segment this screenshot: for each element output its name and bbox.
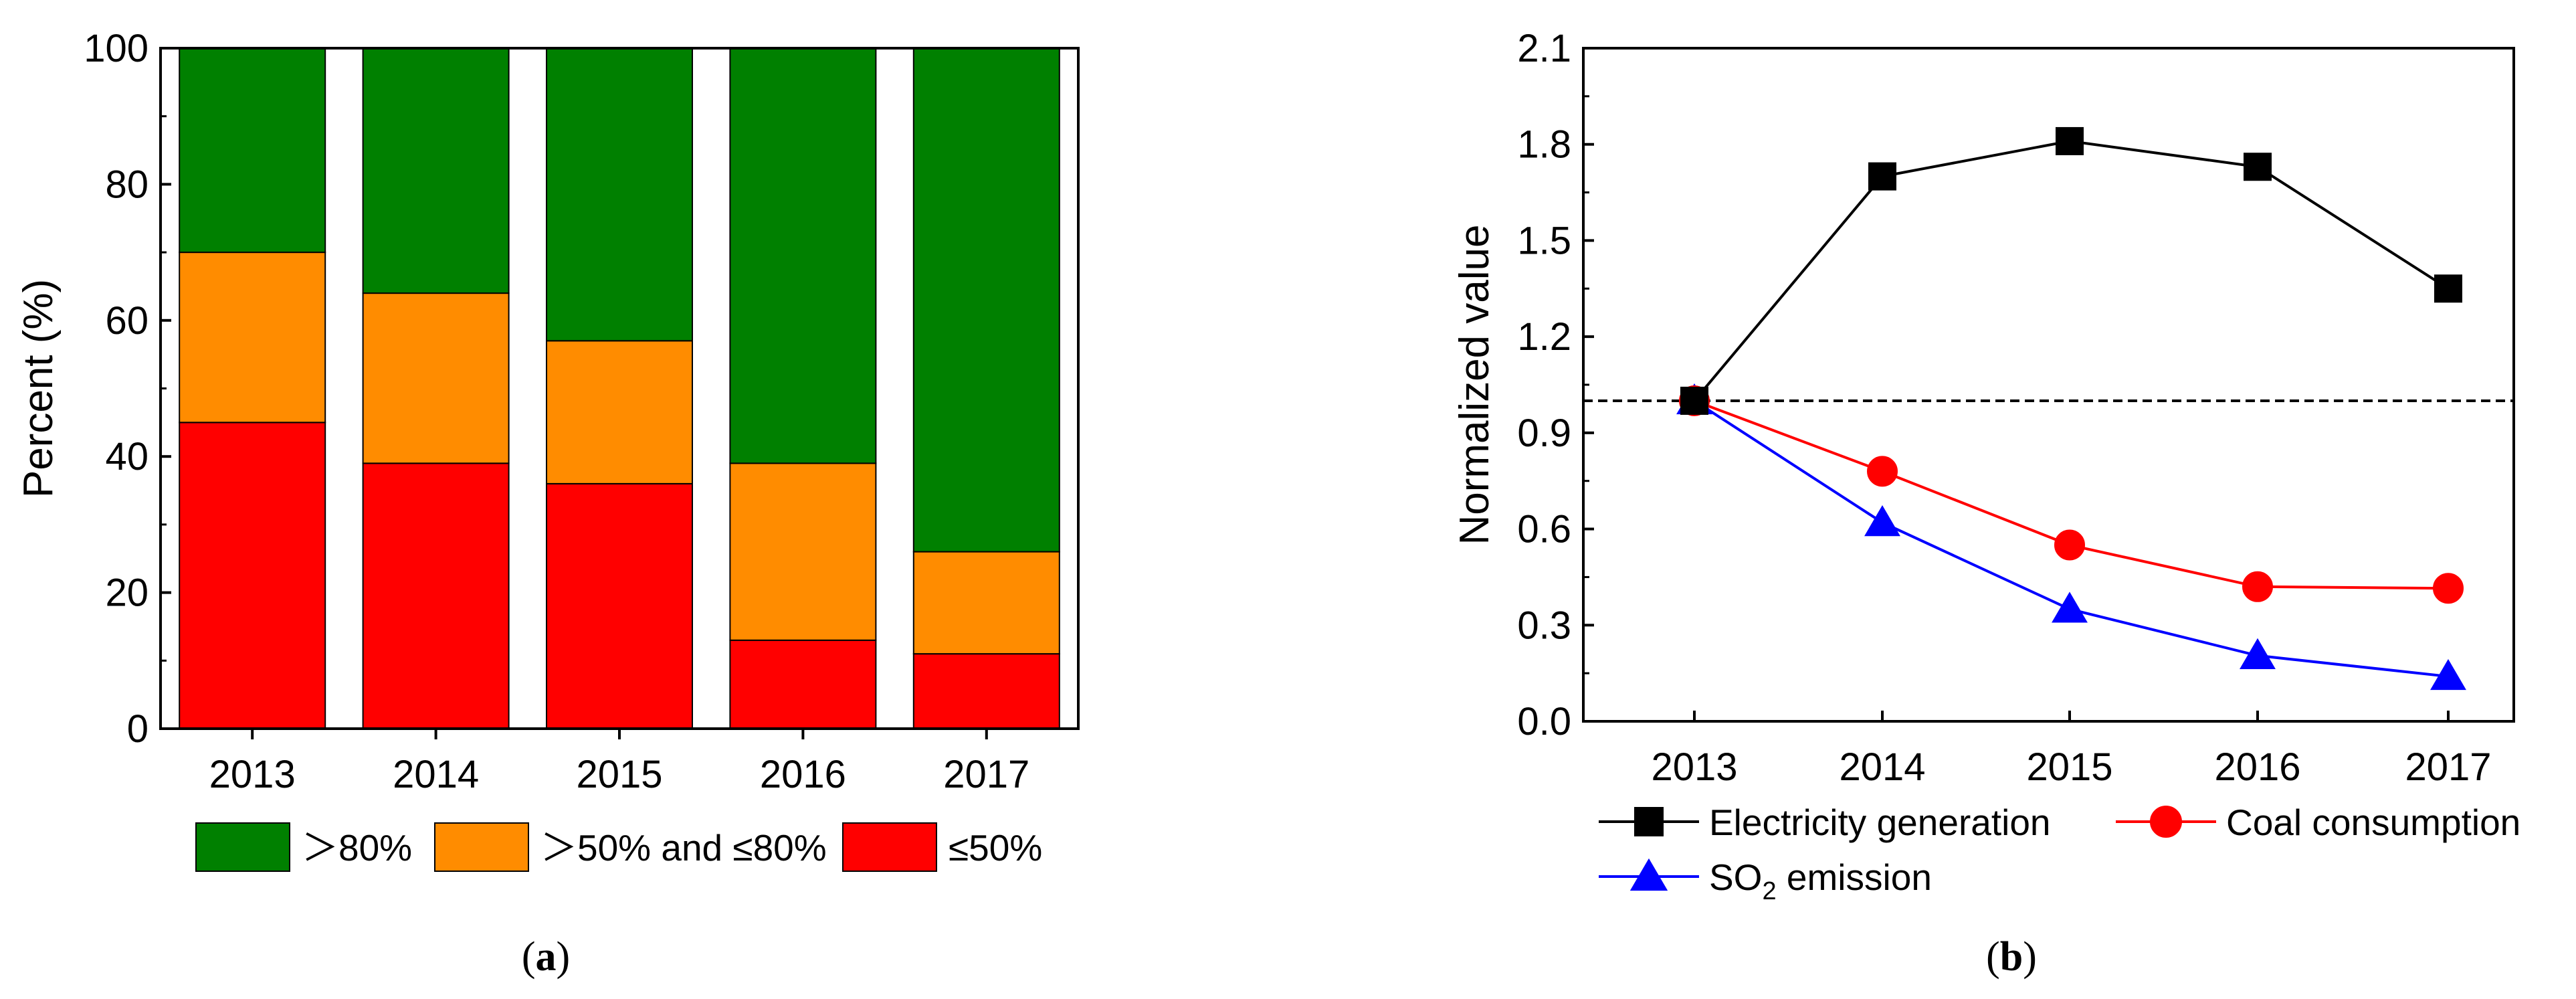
b-y-tick-label-3: 0.9 [1517,412,1571,455]
a-x-tick-label-3: 2016 [760,753,846,796]
a-bar-2015-series-0 [546,482,693,729]
a-y-tick-label-0: 0 [127,707,148,751]
panel-b-line-chart: 2013 2014 2015 2016 2017 0.0 0.3 0.6 0.9 1.2 1.5 1.… [1452,27,2520,980]
a-bar-2016-series-0 [729,639,877,729]
a-bar-2013-series-2 [179,48,326,254]
b-point-series-0-2017 [2434,274,2462,303]
b-point-series-0-2016 [2244,153,2272,181]
a-bar-2017-series-2 [912,48,1060,553]
a-bar-2015-series-2 [546,48,693,342]
a-bar-2017-series-0 [912,653,1060,730]
a-caption-prefix: ( [522,934,536,980]
a-x-tick-label-0: 2013 [209,753,296,796]
a-caption-suffix: ) [557,934,571,980]
b-legend: Electricity generation Coal consumption SO… [1599,802,2520,905]
b-y-tick-label-5: 1.5 [1517,219,1571,262]
b-x-tick-label-3: 2016 [2214,745,2300,789]
b-series-line-0 [1693,139,2450,402]
b-x-tick-label-2: 2015 [2026,745,2112,789]
a-legend: ＞80% ＞50% and ≤80% ≤50% [195,822,1042,872]
b-legend-label-0: Electricity generation [1709,802,2051,843]
b-legend-marker-0 [1634,807,1664,836]
b-axes: 2013 2014 2015 2016 2017 0.0 0.3 0.6 0.9 1.2 1.5 1.… [1517,27,2491,789]
a-bar-2017-series-1 [912,551,1060,655]
a-bar-2014-series-2 [362,48,510,294]
b-legend-label-1: Coal consumption [2226,802,2520,843]
b-y-axis-title: Normalized value [1452,225,1498,545]
a-caption: (a) [522,934,570,980]
b-point-series-1-2017 [2433,573,2464,604]
a-bar-2014-series-1 [362,292,510,464]
b-plot-frame [1582,47,2515,723]
a-x-tick-label-4: 2017 [943,753,1029,796]
a-y-tick-label-5: 100 [84,27,148,70]
b-legend-label-main: SO [1709,856,1762,898]
a-bar-2016-series-2 [729,48,877,464]
a-legend-swatch-1 [434,822,529,872]
b-caption: (b) [1986,934,2037,980]
b-caption-suffix: ) [2023,934,2037,980]
a-y-tick-label-3: 60 [105,299,148,343]
a-bars [179,48,1060,730]
b-legend-label-2: SO2 emission [1709,856,1932,905]
panel-a-stacked-bar-chart: 2013 2014 2015 2016 2017 0 20 40 60 80 100 Percent… [15,27,1080,980]
a-y-axis-title: Percent (%) [15,279,62,498]
a-legend-swatch-2 [842,822,937,872]
b-point-series-1-2015 [2054,529,2085,561]
b-y-tick-label-6: 1.8 [1517,123,1571,167]
b-point-series-1-2014 [1867,456,1898,487]
b-caption-prefix: ( [1986,934,2000,980]
b-x-tick-label-1: 2014 [1839,745,1925,789]
a-bar-2016-series-1 [729,462,877,641]
a-legend-label-1: ＞50% and ≤80% [540,827,827,869]
b-y-tick-label-1: 0.3 [1517,604,1571,647]
b-y-tick-label-7: 2.1 [1517,27,1571,70]
a-legend-swatch-0 [195,822,290,872]
b-point-series-2-2016 [2240,638,2276,669]
a-caption-letter: a [536,934,557,980]
b-x-tick-label-4: 2017 [2405,745,2491,789]
b-series [1676,126,2466,691]
b-point-series-1-2016 [2242,571,2273,602]
a-legend-label-0: ＞80% [302,827,412,869]
b-point-series-0-2015 [2056,126,2084,155]
a-bar-2015-series-1 [546,340,693,484]
b-legend-marker-2 [1629,858,1668,891]
b-legend-label-subscript: 2 [1762,877,1776,905]
a-y-tick-label-2: 40 [105,435,148,478]
a-bar-2013-series-1 [179,252,326,424]
b-legend-marker-1 [2150,806,2182,838]
a-bar-2013-series-0 [179,422,326,729]
a-y-tick-label-4: 80 [105,163,148,206]
b-y-tick-label-0: 0.0 [1517,700,1571,743]
a-legend-label-2: ≤50% [949,827,1042,869]
a-x-tick-label-2: 2015 [576,753,662,796]
b-x-tick-label-0: 2013 [1651,745,1737,789]
b-point-series-2-2014 [1864,505,1900,537]
b-point-series-2-2015 [2052,592,2088,623]
b-y-tick-label-4: 1.2 [1517,315,1571,359]
a-x-tick-label-1: 2014 [393,753,479,796]
a-y-tick-label-1: 20 [105,571,148,615]
b-point-series-0-2013 [1680,386,1708,415]
b-point-series-2-2017 [2430,658,2466,691]
b-legend-label-rest: emission [1777,856,1932,898]
a-axes: 2013 2014 2015 2016 2017 0 20 40 60 80 100 [84,27,1029,796]
b-y-tick-label-2: 0.6 [1517,508,1571,551]
b-point-series-0-2014 [1868,162,1896,191]
a-bar-2014-series-0 [362,462,510,729]
b-caption-letter: b [2000,934,2023,980]
